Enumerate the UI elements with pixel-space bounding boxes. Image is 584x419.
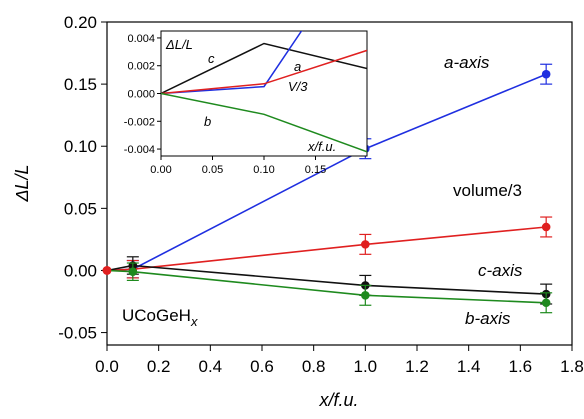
inset-x-axis-label: x/f.u. [307,139,336,154]
label-c-axis-text: c-axis [478,261,523,280]
main-plot-layer: 0.0 0.2 0.4 0.6 0.8 1.0 1.2 1.4 1.6 1.8-0.050.000… [58,13,584,376]
inset-label-v3-text: V/3 [288,79,308,94]
inset-y-tick-label: 0.004 [127,33,155,45]
main-x-tick-label: 0.6 [250,357,274,376]
main-y-tick-label: 0.10 [64,137,97,156]
main-x-tick-label: 1.2 [405,357,429,376]
main-y-tick-label: -0.05 [58,324,97,343]
label-a-axis-text: a-axis [444,53,490,72]
compound-label: UCoGeHx [122,306,198,329]
data-point-b-axis [541,298,551,308]
inset-series-line-b [161,92,367,153]
series-line-c-axis [106,264,547,295]
inset-label-b: b [204,114,211,129]
main-y-axis-label: ΔL/L [12,164,32,202]
main-x-tick-label: 0.8 [302,357,326,376]
inset-y-axis-label: ΔL/L [165,37,193,52]
series-line-b-axis [106,269,547,304]
series-line-volume-3 [106,226,547,272]
data-point-volume-3 [541,222,551,232]
main-y-tick-label: 0.20 [64,13,97,32]
main-y-tick-label: 0.05 [64,199,97,218]
main-x-tick-label: 1.4 [457,357,481,376]
inset-label-a: a [294,59,301,74]
inset-y-tick-label: 0.000 [127,89,155,101]
inset-label-c: c [208,51,215,66]
inset-y-tick-label: -0.002 [124,116,155,128]
label-volume: volume/3 [453,181,522,200]
inset-y-tick-label: -0.004 [124,144,155,156]
inset-series-group [161,31,367,153]
label-b-axis-text: b-axis [465,309,511,328]
main-y-tick-label: 0.15 [64,75,97,94]
inset-x-tick-label: 0.10 [253,164,274,176]
main-y-tick-label: 0.00 [64,261,97,280]
main-x-axis-label: x/f.u. [318,390,358,410]
inset-label-v3: V/3 [288,79,308,94]
inset-plot-layer: 0.00 0.05 0.10 0.15 -0.004 -0.002 0.000 0.002 0.… [124,31,367,176]
inset-y-tick-label: 0.002 [127,61,155,73]
data-point-a-axis [541,69,551,79]
data-point-b-axis [128,267,138,277]
main-x-tick-label: 1.8 [560,357,584,376]
inset-series-line-v-3 [161,49,367,95]
main-x-tick-label: 0.0 [95,357,119,376]
main-x-tick-label: 1.0 [354,357,378,376]
label-a-axis: a-axis [444,53,490,72]
main-x-tick-label: 0.2 [147,357,171,376]
inset-series-line-a [161,31,303,95]
data-point-b-axis [361,291,370,300]
main-x-tick-label: 0.4 [199,357,223,376]
main-plot-frame [106,21,573,346]
inset-x-tick-label: 0.00 [150,164,171,176]
label-c-axis: c-axis [478,261,523,280]
inset-x-tick-label: 0.05 [202,164,223,176]
main-x-tick-label: 1.6 [509,357,533,376]
data-point-b-axis [102,266,112,275]
inset-frame [160,30,368,157]
inset-x-tick-label: 0.15 [305,164,326,176]
data-point-volume-3 [361,240,370,249]
inset-series-line-c [161,42,367,95]
label-b-axis: b-axis [465,309,511,328]
